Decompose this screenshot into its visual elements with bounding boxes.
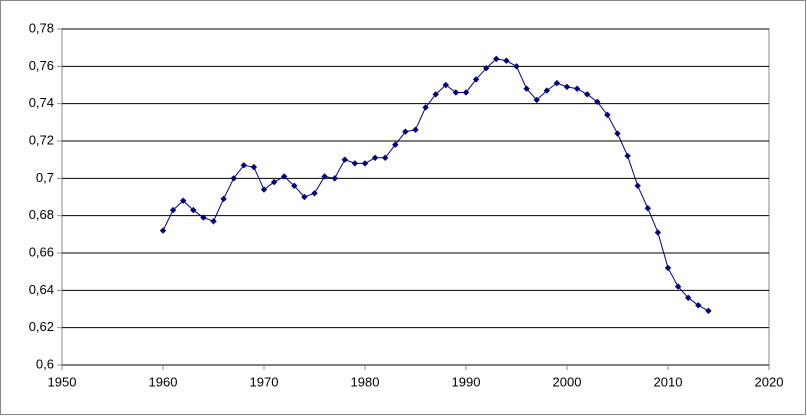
x-tick-label: 1960 [149, 374, 178, 389]
data-point [402, 128, 409, 135]
data-point [634, 182, 641, 189]
data-point [190, 206, 197, 214]
data-point [220, 195, 227, 203]
y-tick-label: 0,64 [29, 282, 54, 297]
data-point [341, 156, 348, 163]
data-point [321, 173, 328, 180]
x-tick-label: 1980 [351, 374, 380, 389]
data-point [695, 302, 702, 309]
x-tick-label: 2000 [553, 374, 582, 389]
data-point [432, 91, 439, 98]
plot-area [61, 28, 770, 366]
data-point [250, 163, 258, 171]
data-point [563, 83, 571, 91]
data-point [412, 126, 419, 133]
data-point [604, 111, 611, 119]
y-tick-label: 0,66 [29, 244, 54, 259]
x-tick-label: 2020 [755, 374, 784, 389]
data-point [685, 294, 692, 301]
data-point [361, 160, 369, 167]
data-point [159, 227, 167, 234]
data-point [584, 91, 591, 98]
data-point [240, 162, 247, 169]
data-point [392, 141, 399, 148]
data-point [210, 218, 217, 225]
data-point [533, 96, 540, 104]
data-point [493, 55, 500, 63]
data-point [311, 190, 318, 197]
y-tick-label: 0,6 [36, 356, 54, 371]
data-point [452, 89, 460, 96]
data-point [200, 214, 207, 221]
y-tick-label: 0,72 [29, 132, 54, 147]
data-point [260, 186, 268, 193]
data-point [523, 85, 530, 92]
data-point [513, 63, 520, 70]
data-point [371, 154, 379, 161]
data-point [503, 57, 510, 64]
y-tick-label: 0,76 [29, 58, 54, 73]
data-point [553, 79, 561, 87]
x-tick-label: 2010 [654, 374, 683, 389]
data-point [230, 175, 237, 182]
data-point [664, 264, 672, 272]
x-tick-label: 1990 [452, 374, 481, 389]
data-point [705, 307, 712, 315]
y-tick-label: 0,78 [29, 20, 54, 35]
data-point [442, 81, 449, 89]
data-point [654, 229, 662, 236]
data-point [594, 98, 601, 105]
data-point [644, 205, 651, 212]
data-point [483, 65, 490, 72]
data-point [674, 283, 682, 290]
data-point [624, 152, 631, 160]
data-point [462, 89, 470, 96]
data-point [331, 175, 338, 182]
data-point [543, 87, 550, 94]
data-point [573, 85, 581, 92]
data-point [614, 130, 621, 137]
y-tick-label: 0,62 [29, 319, 54, 334]
data-point [472, 76, 480, 83]
x-tick-label: 1970 [250, 374, 279, 389]
data-point [180, 197, 187, 204]
data-point [301, 193, 308, 201]
data-point [351, 160, 359, 167]
data-point [382, 154, 389, 161]
y-tick-label: 0,74 [29, 95, 54, 110]
data-point [169, 206, 177, 214]
y-tick-label: 0,7 [36, 170, 54, 185]
y-tick-label: 0,68 [29, 207, 54, 222]
data-point [270, 178, 278, 186]
data-point [422, 104, 429, 111]
data-point [291, 182, 298, 189]
x-tick-label: 1950 [48, 374, 77, 389]
data-point [281, 173, 288, 180]
